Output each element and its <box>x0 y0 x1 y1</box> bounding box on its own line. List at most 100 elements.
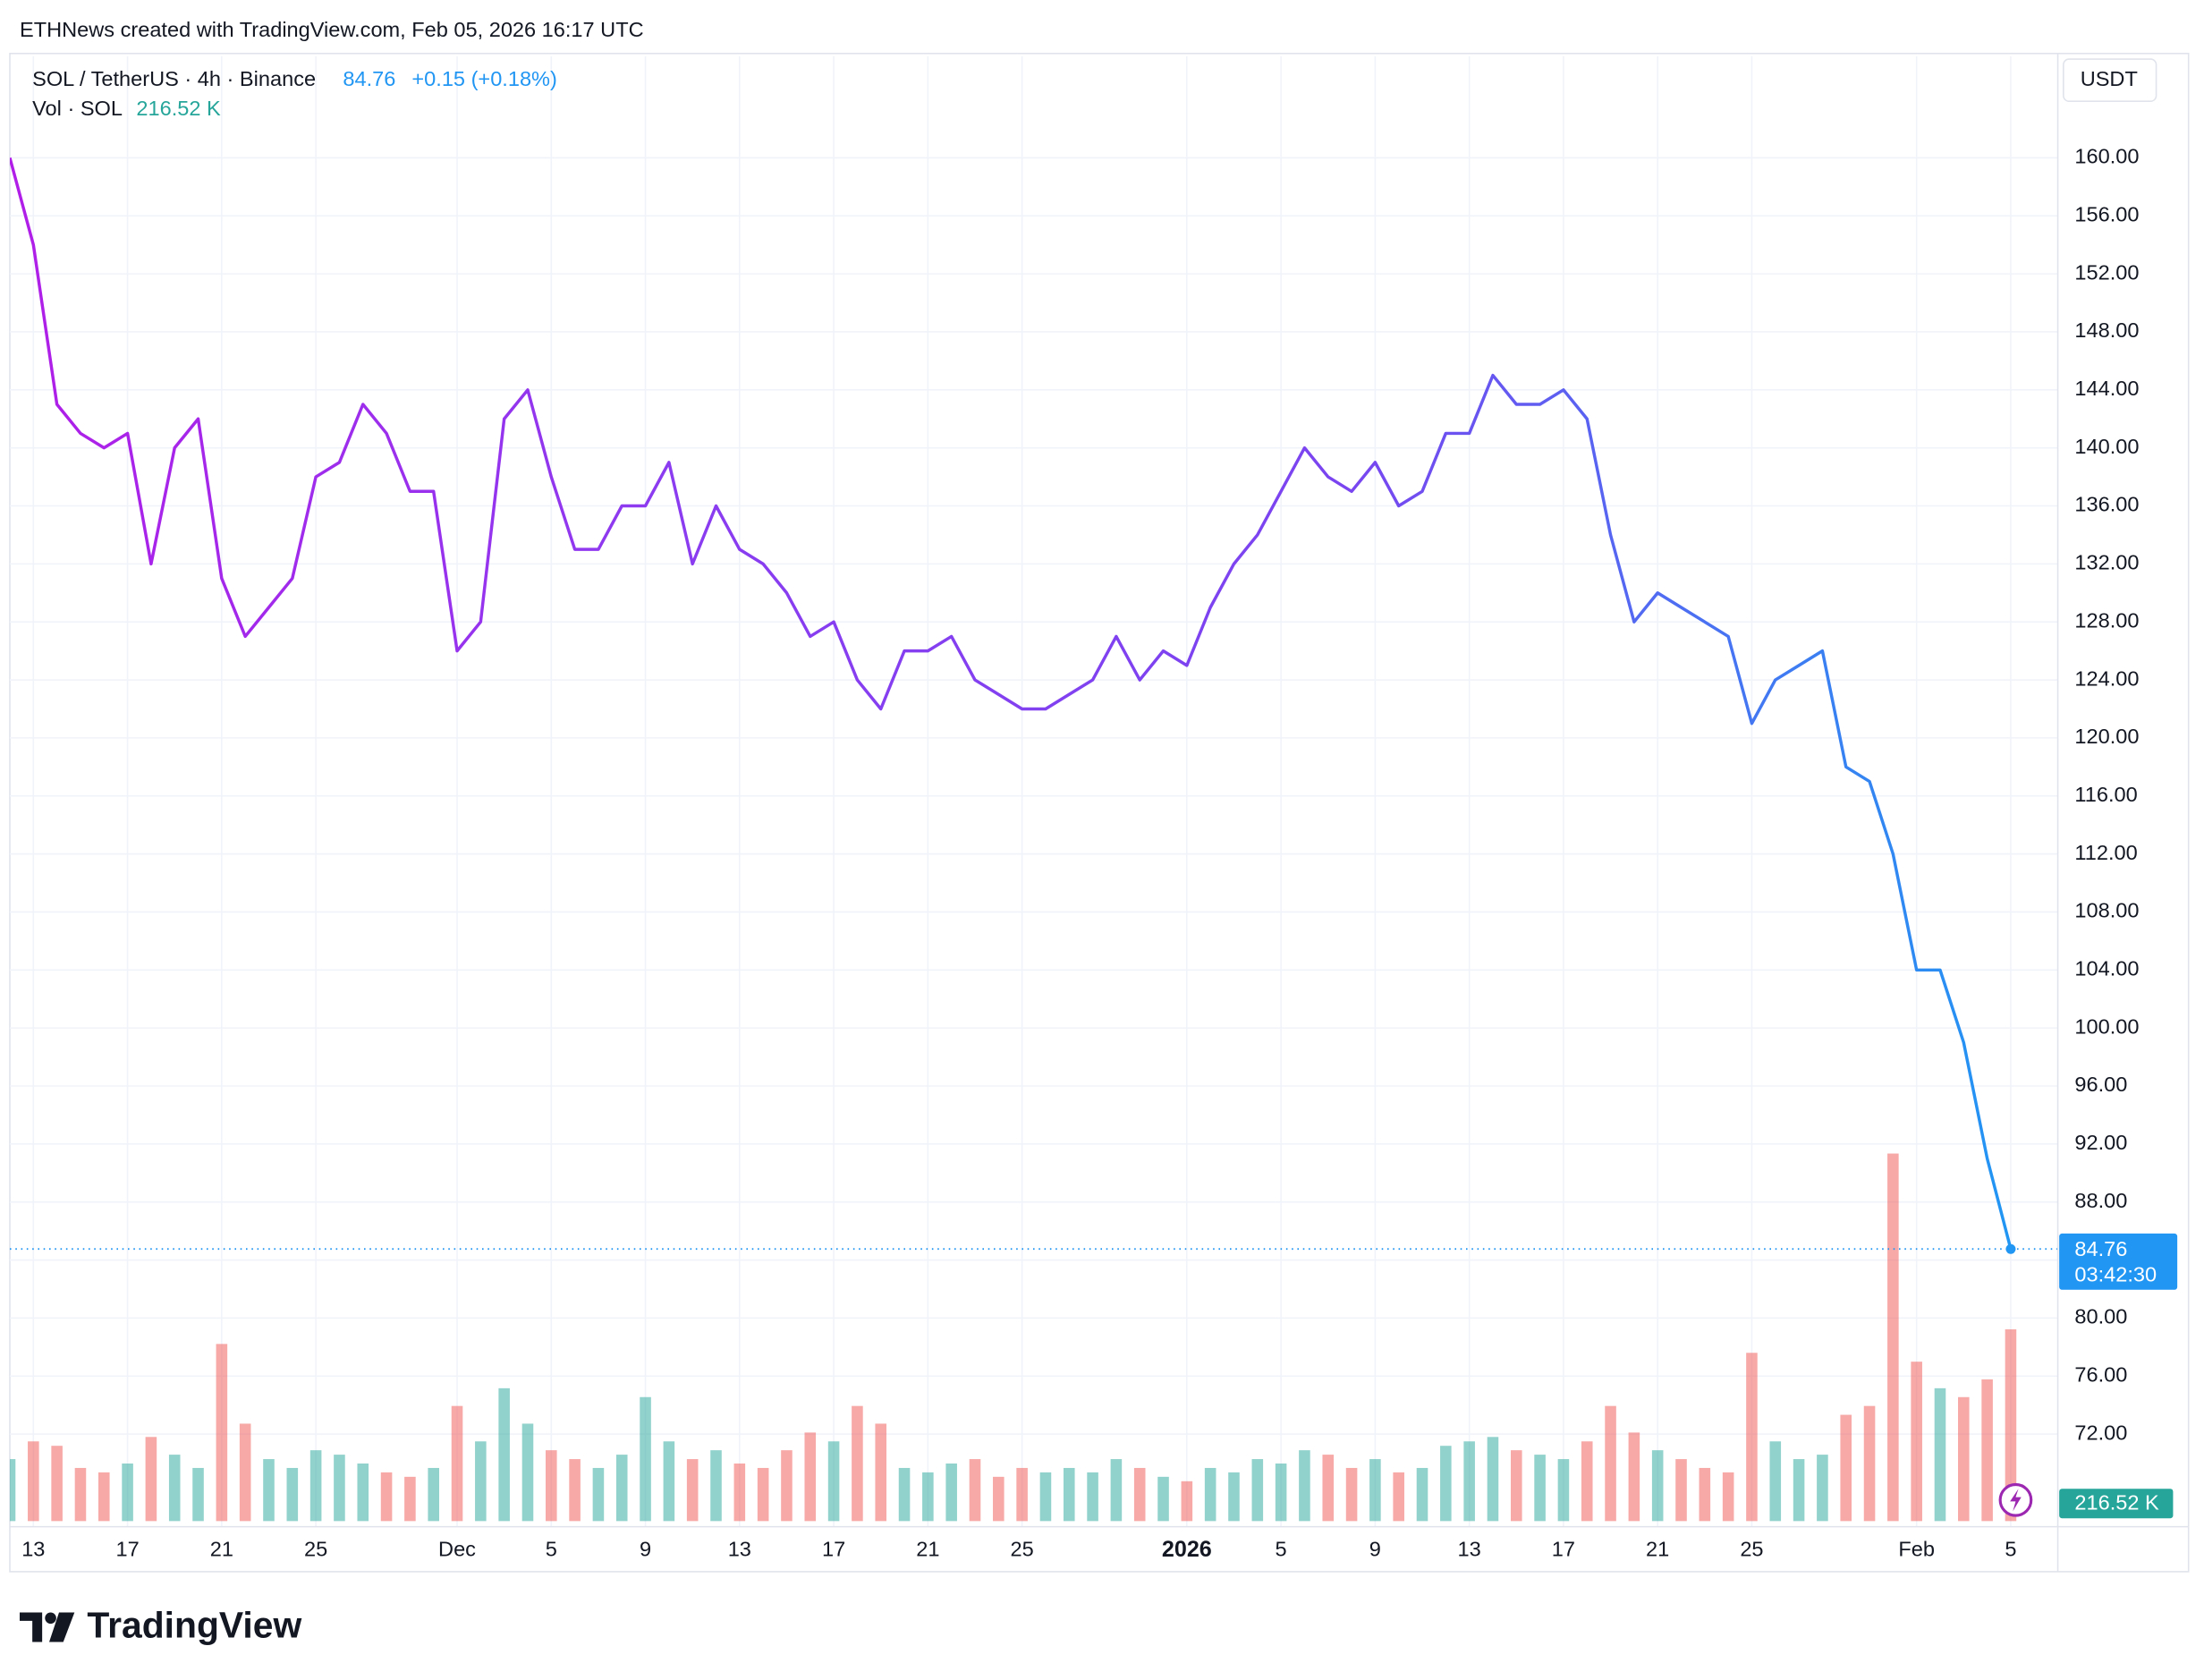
volume-bar <box>640 1396 651 1522</box>
volume-value: 216.52 K <box>136 97 221 120</box>
volume-bar <box>1981 1379 1993 1522</box>
x-tick-label: 17 <box>1552 1538 1575 1561</box>
volume-pane <box>10 1153 2017 1522</box>
y-tick-label: 148.00 <box>2074 318 2139 342</box>
volume-bar <box>286 1467 299 1522</box>
y-tick-label: 152.00 <box>2074 260 2139 284</box>
volume-bar <box>1251 1459 1264 1522</box>
volume-bar <box>1699 1467 1711 1522</box>
last-price-label: 84.76 <box>2074 1237 2127 1260</box>
y-tick-label: 160.00 <box>2074 145 2139 168</box>
x-tick-label: 5 <box>546 1538 557 1561</box>
x-tick-label: 13 <box>21 1538 45 1561</box>
volume-bar <box>1722 1472 1734 1522</box>
volume-bar <box>309 1450 322 1522</box>
volume-bar <box>1157 1476 1169 1522</box>
y-tick-label: 156.00 <box>2074 202 2139 225</box>
volume-bar <box>1016 1467 1028 1522</box>
x-tick-label: 2026 <box>1162 1537 1212 1562</box>
volume-bar <box>1228 1472 1240 1522</box>
volume-bar <box>1345 1467 1358 1522</box>
volume-bar <box>28 1441 39 1522</box>
x-tick-label: 25 <box>1011 1538 1034 1561</box>
volume-bar <box>428 1467 439 1522</box>
volume-bar <box>852 1405 863 1522</box>
currency-button[interactable] <box>2063 58 2157 102</box>
volume-bar <box>192 1467 204 1522</box>
volume-bar <box>1746 1353 1758 1522</box>
frame <box>9 52 2190 1573</box>
volume-bar <box>898 1467 911 1522</box>
x-tick-label: 5 <box>1276 1538 1287 1561</box>
volume-bar <box>1887 1153 1899 1522</box>
x-tick-label: Feb <box>1898 1538 1935 1561</box>
volume-bar <box>710 1450 722 1522</box>
volume-bar <box>1911 1362 1922 1522</box>
volume-bar <box>1133 1467 1146 1522</box>
price-pane <box>10 157 2058 1254</box>
volume-bar <box>1299 1450 1310 1522</box>
y-tick-label: 136.00 <box>2074 493 2139 516</box>
x-tick-label: 13 <box>728 1538 751 1561</box>
currency[interactable]: USDT <box>2081 67 2138 90</box>
volume-bar <box>263 1459 275 1522</box>
volume-bar <box>97 1472 110 1522</box>
volume-bar <box>1934 1387 1946 1522</box>
volume-bar <box>1087 1472 1098 1522</box>
volume-bar <box>1487 1437 1499 1522</box>
volume-bar <box>216 1344 228 1522</box>
x-tick-label: 13 <box>1458 1538 1481 1561</box>
volume-bar <box>10 1459 16 1522</box>
volume-bar <box>1110 1459 1123 1522</box>
price-line <box>10 157 2013 1250</box>
volume-bar <box>51 1446 63 1522</box>
volume-bar <box>1534 1455 1546 1522</box>
y-tick-label: 108.00 <box>2074 899 2139 922</box>
y-tick-label: 100.00 <box>2074 1014 2139 1038</box>
x-tick-label: Dec <box>438 1538 476 1561</box>
volume-bar <box>1393 1472 1404 1522</box>
last-price: 84.76 <box>343 67 395 90</box>
volume-bar <box>781 1450 793 1522</box>
y-tick-label: 104.00 <box>2074 957 2139 980</box>
volume-bar <box>1817 1455 1828 1522</box>
y-tick-label: 92.00 <box>2074 1131 2127 1154</box>
volume-bar <box>546 1450 557 1522</box>
volume-bar <box>1440 1446 1452 1522</box>
volume-bar <box>1063 1467 1075 1522</box>
y-tick-label: 116.00 <box>2074 783 2137 806</box>
volume-title: Vol · SOL <box>32 97 123 120</box>
volume-bar <box>1628 1432 1640 1522</box>
volume-bar <box>1039 1472 1052 1522</box>
volume-bar <box>1275 1464 1287 1522</box>
volume-bar <box>1463 1441 1475 1522</box>
volume-bar <box>74 1467 87 1522</box>
volume-bar <box>521 1423 534 1522</box>
volume-bar <box>1369 1459 1381 1522</box>
volume-bar <box>1769 1441 1782 1522</box>
volume-bar <box>239 1423 251 1522</box>
volume-bar <box>145 1437 157 1522</box>
symbol: SOL / TetherUS · 4h · Binance <box>32 67 316 90</box>
y-tick-label: 144.00 <box>2074 377 2139 400</box>
volume-bar <box>498 1387 510 1522</box>
volume-bar <box>1793 1459 1805 1522</box>
volume-bar <box>615 1455 628 1522</box>
volume-bar <box>1181 1481 1193 1522</box>
volume-bar <box>945 1464 957 1522</box>
y-tick-label: 96.00 <box>2074 1073 2127 1096</box>
volume-bar <box>404 1476 416 1522</box>
alert-icon-bolt <box>2010 1489 2022 1512</box>
volume-bar <box>1416 1467 1428 1522</box>
logo-mark <box>20 1612 43 1642</box>
x-tick-label: 9 <box>640 1538 651 1561</box>
volume-bar <box>827 1441 840 1522</box>
y-tick-label: 88.00 <box>2074 1189 2127 1212</box>
volume-bar <box>1581 1441 1593 1522</box>
volume-badge-label: 216.52 K <box>2074 1491 2159 1515</box>
x-tick-label: 25 <box>1740 1538 1763 1561</box>
volume-bar <box>1651 1450 1664 1522</box>
axes: 72.0076.0080.0084.0088.0092.0096.00100.0… <box>21 145 2178 1562</box>
